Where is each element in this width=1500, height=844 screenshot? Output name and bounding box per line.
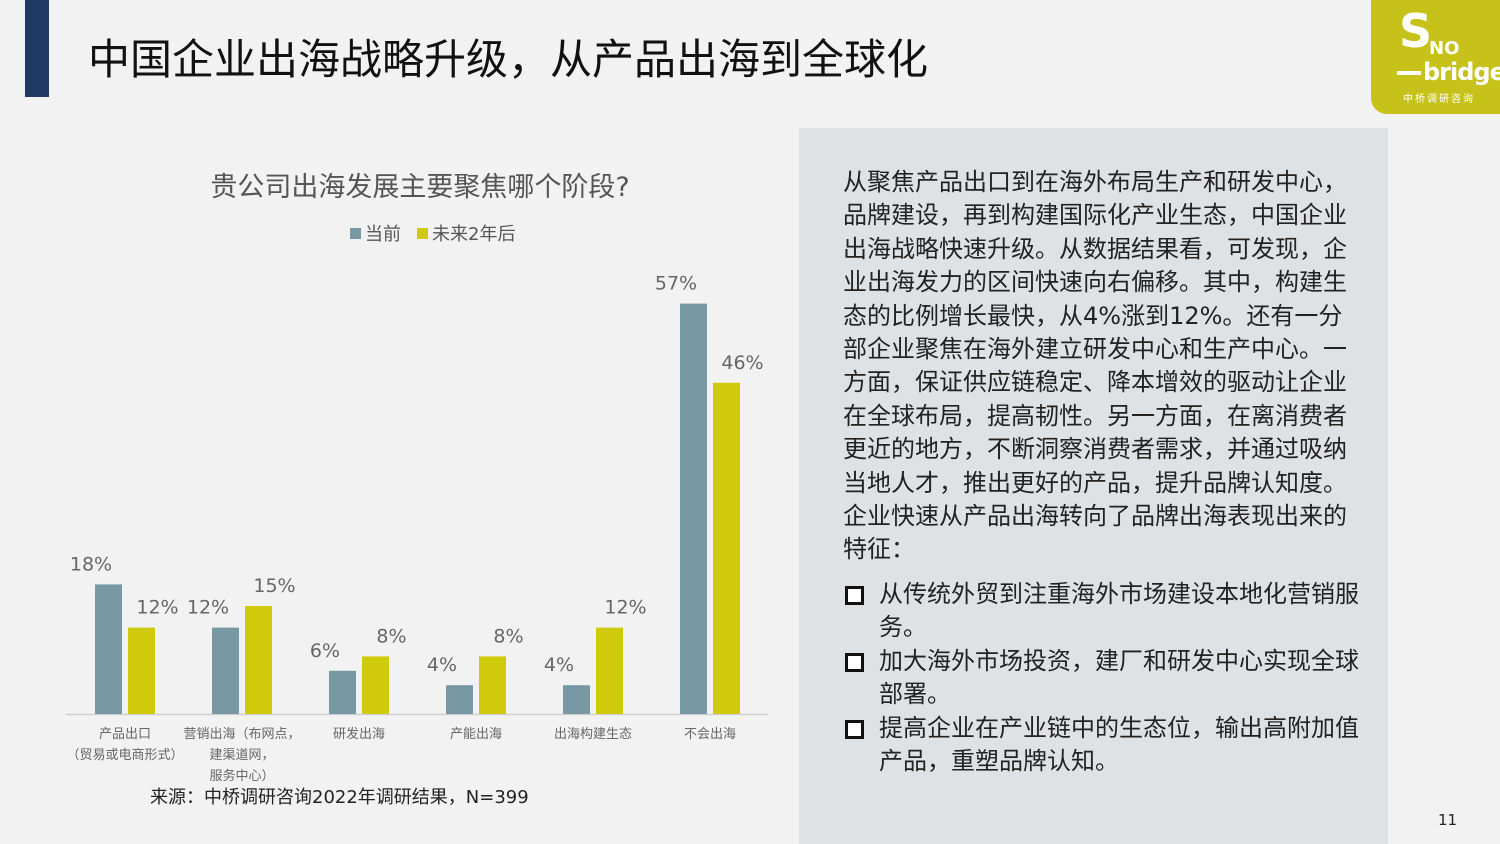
data-label: 15%	[253, 575, 295, 597]
category-label: 出海构建生态	[554, 727, 632, 742]
commentary-bullets: 从传统外贸到注重海外市场建设本地化营销服务。 加大海外市场投资，建厂和研发中心实…	[843, 578, 1363, 778]
category-label: 产品出口	[99, 727, 151, 742]
bullet-box-icon	[845, 652, 864, 672]
bullet-item: 从传统外贸到注重海外市场建设本地化营销服务。	[843, 578, 1363, 645]
page-title: 中国企业出海战略升级，从产品出海到全球化	[88, 35, 929, 84]
data-label: 12%	[187, 597, 229, 619]
legend-swatch-current	[350, 227, 361, 239]
legend-label-current: 当前	[365, 224, 401, 245]
legend-label-future: 未来2年后	[432, 224, 516, 245]
data-label: 6%	[310, 640, 340, 662]
bar-current	[95, 584, 122, 714]
bullet-text: 从传统外贸到注重海外市场建设本地化营销服务。	[879, 580, 1359, 642]
category-label: 产能出海	[450, 727, 502, 742]
data-label: 12%	[136, 597, 178, 619]
category-label: （贸易或电商形式）	[66, 748, 183, 763]
bar-future	[128, 627, 155, 714]
data-label: 12%	[604, 597, 646, 619]
bullet-item: 加大海外市场投资，建厂和研发中心实现全球部署。	[843, 645, 1363, 712]
title-accent-bar	[25, 0, 49, 97]
category-label: 研发出海	[333, 726, 385, 742]
legend-item-future: 未来2年后	[417, 220, 515, 246]
bullet-box-icon	[845, 719, 864, 739]
data-label: 18%	[70, 553, 112, 575]
bar-chart: 18% 12% 产品出口 （贸易或电商形式） 12% 15% 营销出海（布网点， 建渠道网， 服…	[66, 273, 768, 784]
logo-cn-text: 中桥调研咨询	[1403, 94, 1475, 105]
category-label: 不会出海	[684, 727, 736, 742]
logo-no: NO	[1429, 38, 1460, 59]
logo-bridges: bridges	[1423, 58, 1500, 86]
data-label: 8%	[376, 625, 406, 647]
bar-current	[212, 627, 239, 714]
data-label: 4%	[427, 654, 457, 676]
bullet-text: 加大海外市场投资，建厂和研发中心实现全球部署。	[879, 646, 1359, 709]
bar-future	[479, 656, 506, 714]
bar-current	[680, 303, 707, 714]
bar-future	[245, 606, 272, 714]
category-label: 营销出海（布网点，	[183, 727, 300, 742]
logo-s: S	[1399, 4, 1433, 58]
source-note: 来源：中桥调研咨询2022年调研结果，N=399	[150, 787, 529, 808]
chart-title: 贵公司出海发展主要聚焦哪个阶段?	[210, 172, 630, 203]
legend-item-current: 当前	[350, 220, 401, 246]
data-label: 46%	[721, 352, 763, 374]
bar-current	[329, 670, 356, 714]
chart-legend: 当前 未来2年后	[350, 220, 515, 246]
bar-future	[713, 382, 740, 714]
data-label: 57%	[655, 273, 697, 295]
bar-future	[596, 627, 623, 714]
bullet-item: 提高企业在产业链中的生态位，输出高附加值产品，重塑品牌认知。	[843, 712, 1363, 779]
data-label: 8%	[493, 625, 523, 647]
bar-current	[446, 685, 473, 714]
bar-future	[362, 656, 389, 714]
category-label: 建渠道网，	[209, 748, 274, 763]
category-label: 服务中心）	[209, 768, 274, 784]
bullet-text: 提高企业在产业链中的生态位，输出高附加值产品，重塑品牌认知。	[879, 713, 1359, 776]
bar-current	[563, 685, 590, 714]
page-number: 11	[1438, 811, 1458, 829]
commentary-panel: 从聚焦产品出口到在海外布局生产和研发中心，品牌建设，再到构建国际化产业生态，中国…	[799, 128, 1388, 844]
logo-dash	[1397, 71, 1421, 75]
legend-swatch-future	[417, 227, 428, 239]
commentary-paragraph: 从聚焦产品出口到在海外布局生产和研发中心，品牌建设，再到构建国际化产业生态，中国…	[843, 168, 1347, 564]
data-label: 4%	[544, 654, 574, 676]
sinobridges-logo: S NO bridges 中桥调研咨询	[1371, 0, 1500, 114]
bullet-box-icon	[845, 586, 864, 605]
